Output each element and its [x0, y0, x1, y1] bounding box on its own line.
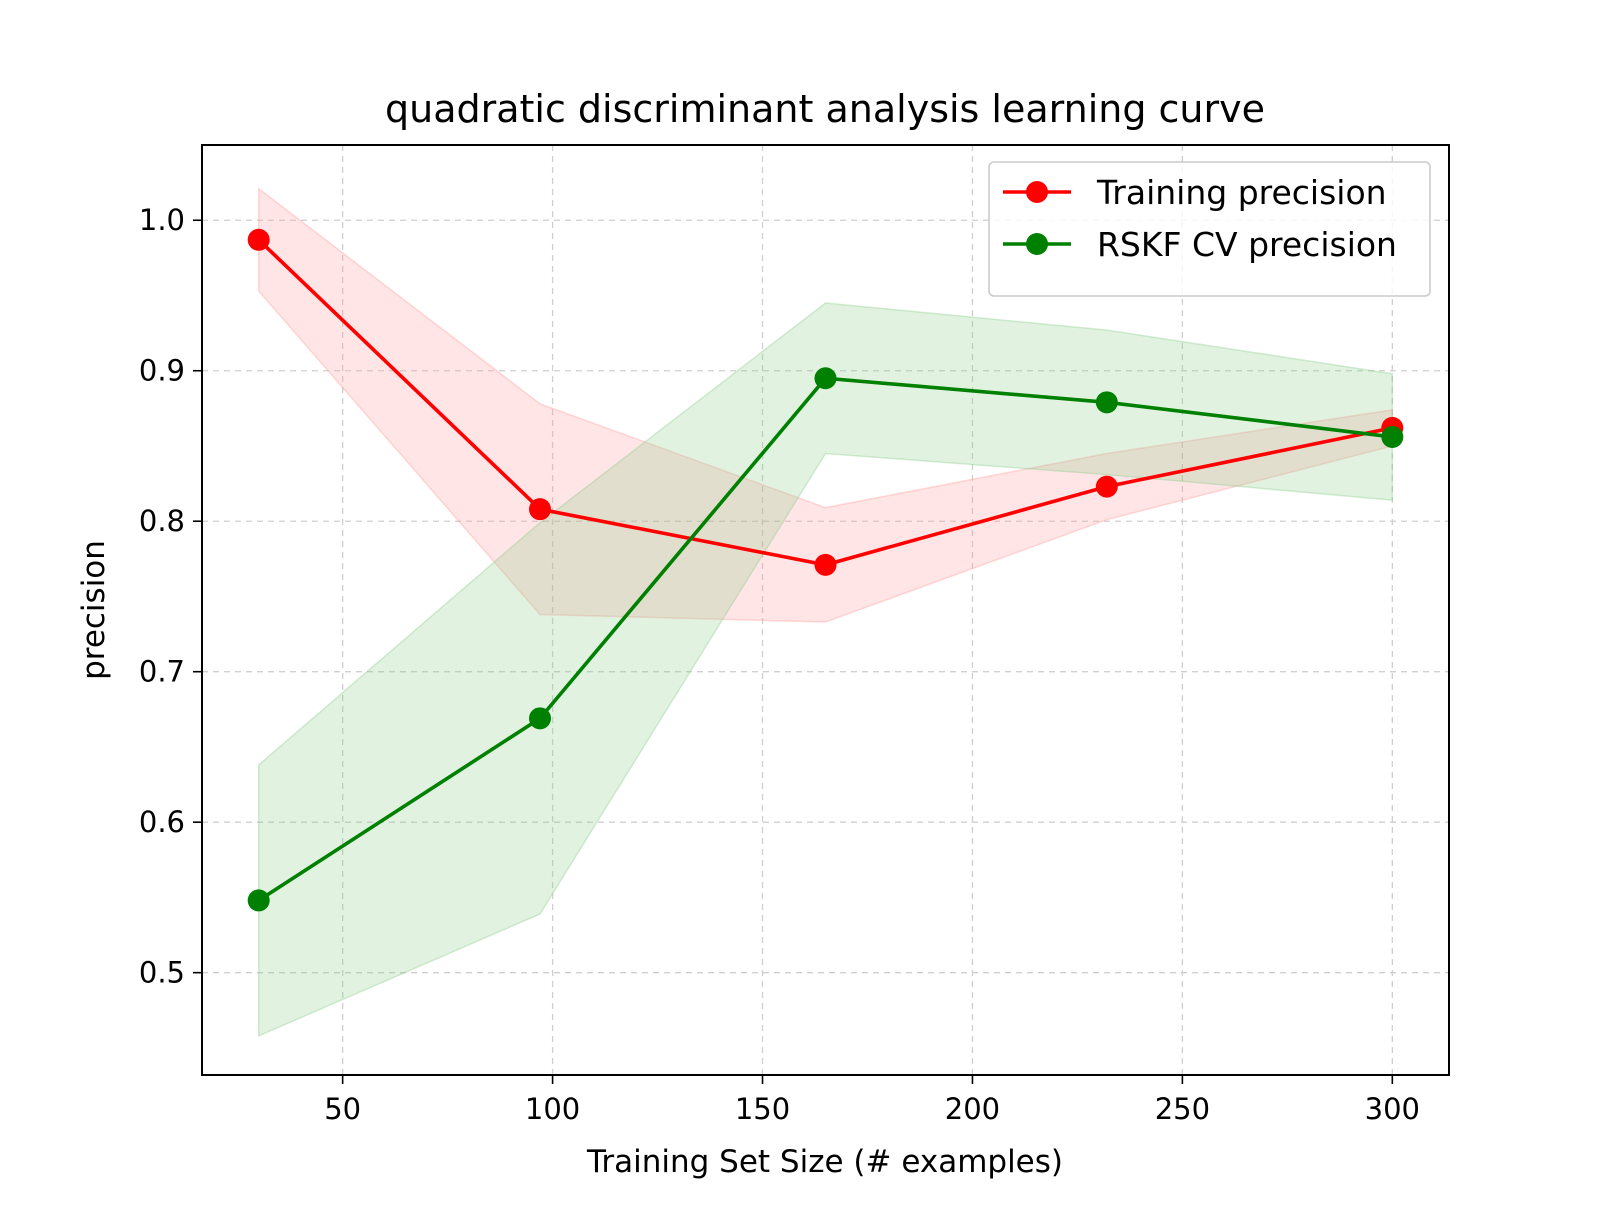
- x-ticks: 50 100 150 200 250 300: [324, 1075, 1420, 1126]
- rskf-cv-precision-point: [1381, 425, 1404, 448]
- training-precision-legend-label: Training precision: [1096, 173, 1387, 212]
- x-tick-label: 100: [525, 1092, 580, 1126]
- x-tick-label: 150: [735, 1092, 790, 1126]
- training-precision-legend-marker: [1026, 181, 1048, 203]
- axes-frame: [201, 144, 1450, 1076]
- rskf-cv-precision-point: [1095, 391, 1118, 414]
- training-precision-point: [814, 553, 837, 576]
- rskf-cv-precision-legend-marker: [1026, 233, 1048, 255]
- rskf-cv-precision-legend-label: RSKF CV precision: [1097, 225, 1397, 264]
- rskf-cv-precision-point: [814, 367, 837, 390]
- rskf-cv-precision-point: [528, 707, 551, 730]
- x-axis-label: Training Set Size (# examples): [586, 1144, 1063, 1180]
- x-tick-label: 250: [1155, 1092, 1210, 1126]
- x-tick-label: 300: [1365, 1092, 1420, 1126]
- y-tick-label: 1.0: [139, 203, 185, 237]
- y-tick-label: 0.5: [139, 956, 185, 990]
- training-precision-point: [528, 498, 551, 521]
- legend-box: [988, 161, 1431, 297]
- y-tick-label: 0.7: [139, 655, 185, 689]
- x-tick-label: 50: [324, 1092, 361, 1126]
- y-tick-label: 0.6: [139, 805, 185, 839]
- y-tick-label: 0.9: [139, 354, 185, 388]
- training-precision-point: [1095, 475, 1118, 498]
- training-precision-point: [247, 228, 270, 251]
- legend: Training precision RSKF CV precision: [988, 161, 1431, 297]
- chart-title: quadratic discriminant analysis learning…: [385, 87, 1265, 131]
- band-layer: [257, 187, 1394, 1038]
- x-tick-label: 200: [945, 1092, 1000, 1126]
- y-tick-label: 0.8: [139, 504, 185, 538]
- rskf-cv-precision-band: [257, 302, 1394, 1038]
- marker-layer: [247, 228, 1404, 912]
- y-axis-label: precision: [76, 540, 112, 680]
- y-ticks: 0.5 0.6 0.7 0.8 0.9 1.0: [139, 203, 202, 990]
- rskf-cv-precision-point: [247, 889, 270, 912]
